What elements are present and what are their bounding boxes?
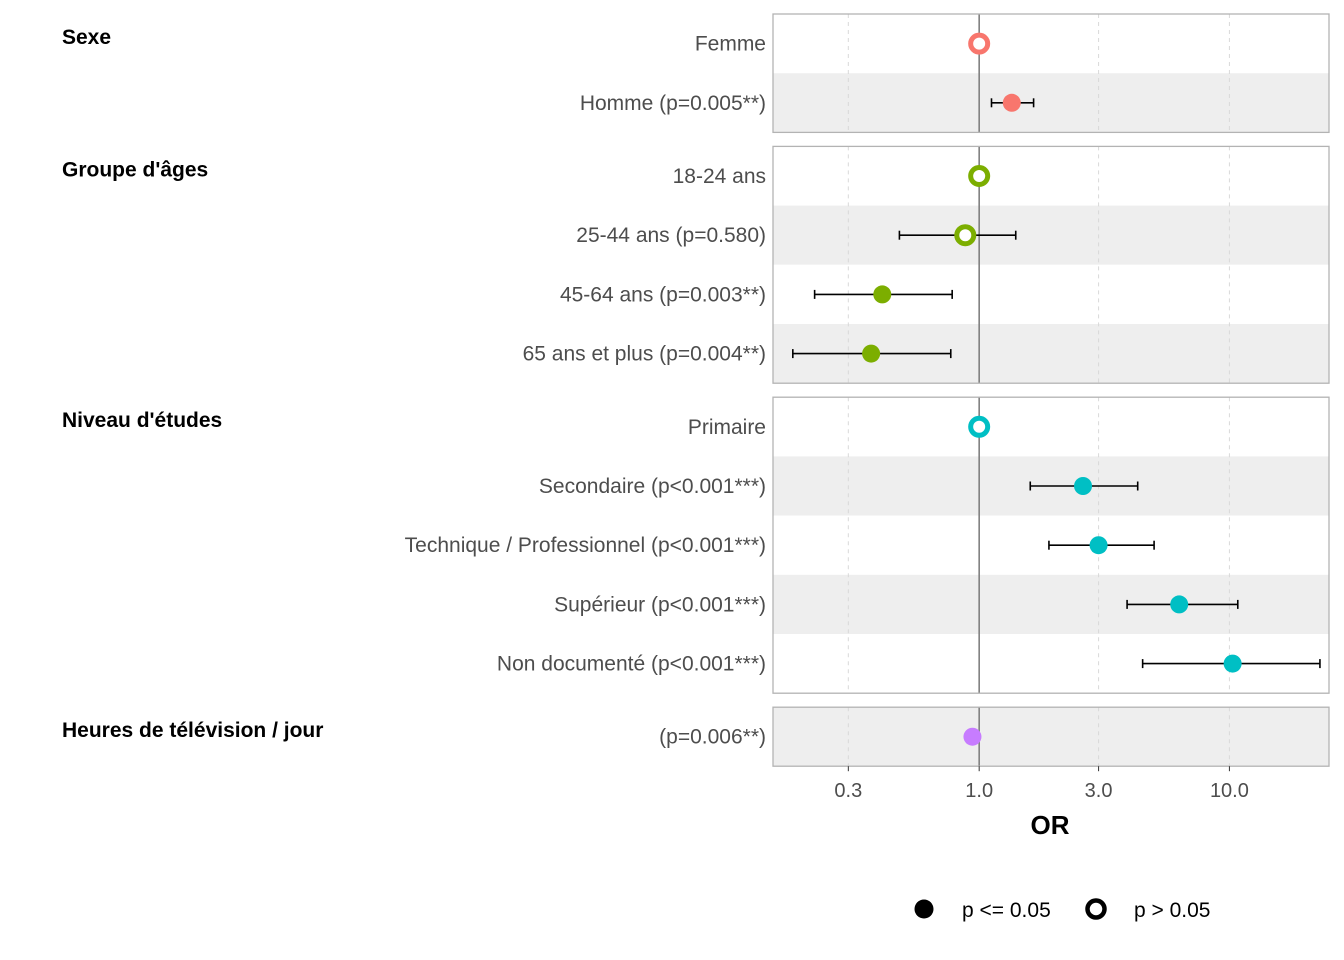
panel-1: Groupe d'âges 18-24 ans 25-44 ans (p=0.580… [62,145,1330,384]
group-title: Groupe d'âges [62,158,208,181]
row-band [773,73,1329,133]
point-estimate [1002,93,1021,112]
forest-plot-panels: Sexe Femme Homme (p=0.005**) Groupe d'âges 1… [62,13,1330,767]
panel-border [772,706,1330,767]
row-label: Secondaire (p<0.001***) [539,475,766,498]
row-label: 65 ans et plus (p=0.004**) [523,343,766,366]
point-estimate [954,224,977,247]
panel-2: Niveau d'études Primaire Secondaire (p<0.0… [62,396,1330,694]
group-title: Niveau d'études [62,409,222,432]
row-label: 18-24 ans [673,165,766,188]
point-estimate [1170,595,1189,614]
legend-label: p <= 0.05 [962,899,1051,922]
point-estimate [1223,654,1242,673]
row-band [773,707,1329,767]
point-estimate [873,285,892,304]
row-band [773,14,1329,74]
point-estimate [963,727,982,746]
row-label: Technique / Professionnel (p<0.001***) [405,534,766,557]
point-estimate [862,344,881,363]
group-title: Sexe [62,26,111,49]
point-estimate [1089,536,1108,555]
row-label: Supérieur (p<0.001***) [554,593,766,616]
panel-border [772,145,1330,384]
group-title: Heures de télévision / jour [62,719,323,742]
row-band [773,574,1329,634]
panel-border [772,13,1330,134]
x-tick-label: 0.3 [834,780,862,802]
x-tick-label: 3.0 [1085,780,1113,802]
row-band [773,146,1329,206]
row-label: Homme (p=0.005**) [580,92,766,115]
point-estimate [1074,477,1093,495]
row-band [773,205,1329,265]
point-estimate [968,165,991,187]
point-estimate [968,415,991,438]
row-label: Non documenté (p<0.001***) [497,653,766,676]
point-estimate [968,32,991,55]
panel-border [772,396,1330,694]
legend-key-filled [914,899,934,919]
row-label: 25-44 ans (p=0.580) [576,224,766,247]
row-label: Femme [695,33,766,56]
panel-3: Heures de télévision / jour (p=0.006**) [62,706,1330,767]
x-axis-title: OR [1031,810,1070,840]
x-tick-label: 10.0 [1210,780,1249,802]
legend: p <= 0.05 p > 0.05 [914,898,1210,922]
row-label: (p=0.006**) [659,726,766,749]
panel-0: Sexe Femme Homme (p=0.005**) [62,13,1330,134]
x-tick-label: 1.0 [965,780,993,802]
legend-label: p > 0.05 [1134,899,1210,922]
row-label: 45-64 ans (p=0.003**) [560,283,766,306]
legend-key-open [1085,898,1107,920]
row-band [773,397,1329,457]
x-axis: 0.3 1.0 3.0 10.0 [834,766,1249,802]
row-label: Primaire [688,416,766,439]
